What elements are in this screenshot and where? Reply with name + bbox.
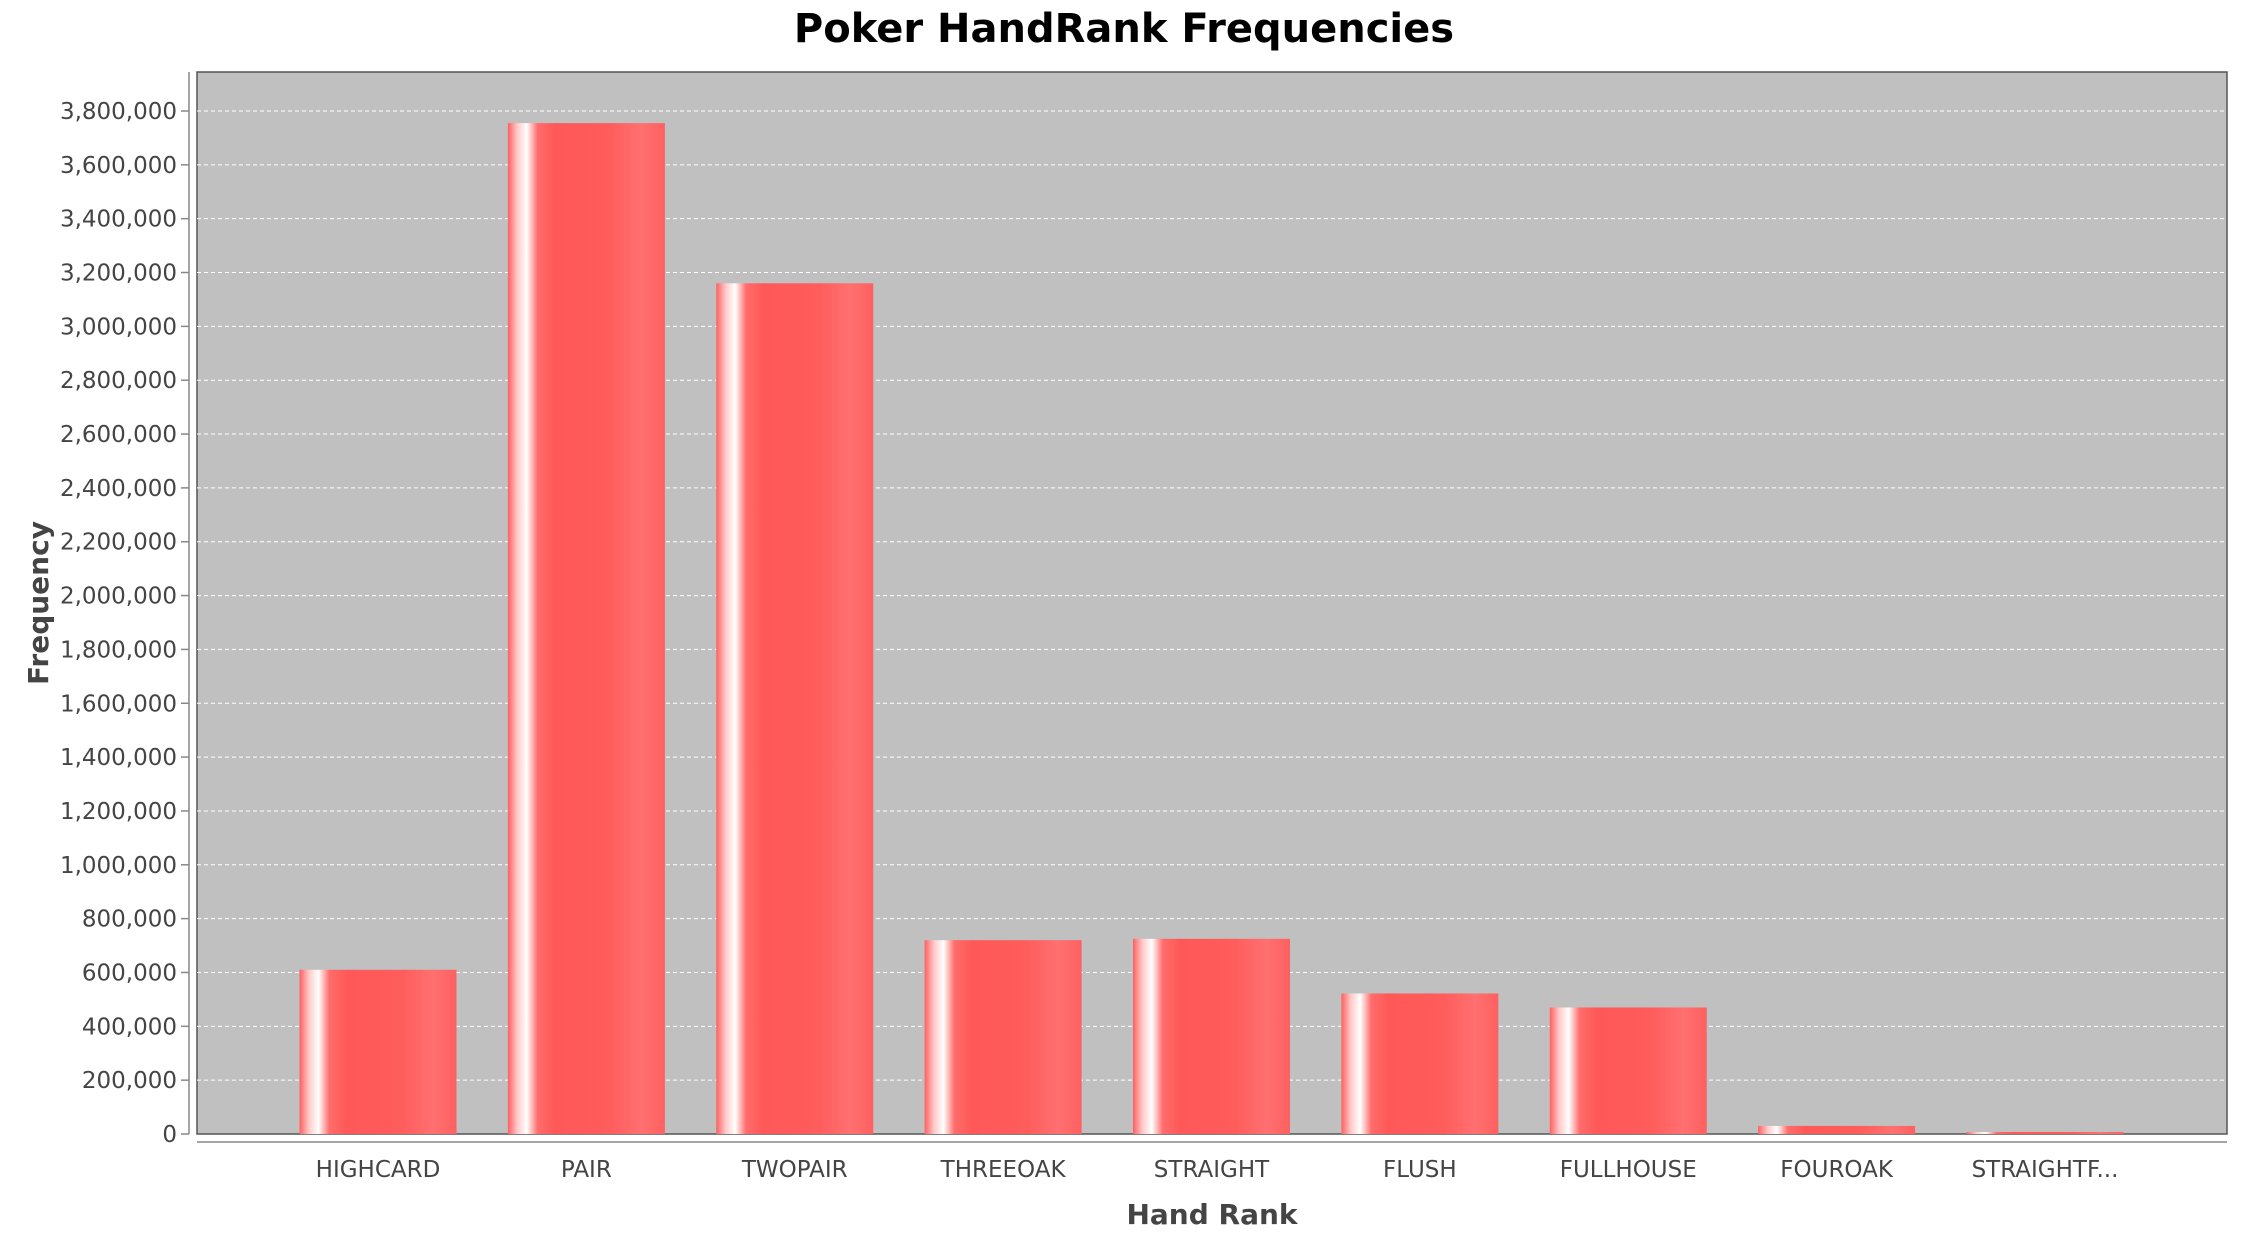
bar-pair bbox=[507, 123, 665, 1134]
y-tick-label: 200,000 bbox=[82, 1068, 177, 1094]
y-tick-label: 3,200,000 bbox=[60, 261, 177, 287]
y-axis-title: Frequency bbox=[22, 521, 55, 685]
x-axis-ticks: HIGHCARD PAIR TWOPAIR THREEOAK STRAIGHT FLUSH… bbox=[316, 1157, 2119, 1183]
y-tick-label: 2,200,000 bbox=[60, 530, 177, 556]
y-tick-label: 2,400,000 bbox=[60, 476, 177, 502]
y-tick-label: 1,400,000 bbox=[60, 745, 177, 771]
y-tick-label: 400,000 bbox=[82, 1014, 177, 1040]
x-tick-label: TWOPAIR bbox=[741, 1157, 848, 1183]
bar-fullhouse bbox=[1549, 1007, 1707, 1134]
y-tick-label: 600,000 bbox=[82, 960, 177, 986]
y-tick-label: 2,800,000 bbox=[60, 368, 177, 394]
bars bbox=[299, 123, 2124, 1134]
x-tick-label: FLUSH bbox=[1383, 1157, 1457, 1183]
chart-title: Poker HandRank Frequencies bbox=[794, 6, 1454, 52]
y-tick-label: 3,800,000 bbox=[60, 99, 177, 125]
bar-straightf bbox=[1966, 1132, 2124, 1134]
y-tick-label: 0 bbox=[162, 1122, 177, 1148]
y-tick-label: 1,600,000 bbox=[60, 691, 177, 717]
bar-twopair bbox=[716, 283, 874, 1134]
x-tick-label: STRAIGHT bbox=[1154, 1157, 1270, 1183]
y-tick-label: 3,000,000 bbox=[60, 314, 177, 340]
y-tick-label: 2,000,000 bbox=[60, 584, 177, 610]
y-tick-label: 1,200,000 bbox=[60, 799, 177, 825]
x-tick-label: THREEOAK bbox=[940, 1157, 1067, 1183]
y-tick-label: 800,000 bbox=[82, 907, 177, 933]
x-tick-label: STRAIGHTF... bbox=[1972, 1157, 2119, 1183]
bar-flush bbox=[1341, 993, 1499, 1134]
x-tick-label: FOUROAK bbox=[1780, 1157, 1894, 1183]
y-tick-label: 1,000,000 bbox=[60, 853, 177, 879]
bar-highcard bbox=[299, 969, 457, 1134]
x-tick-label: FULLHOUSE bbox=[1560, 1157, 1697, 1183]
x-tick-label: HIGHCARD bbox=[316, 1157, 441, 1183]
bar-fouroak bbox=[1758, 1125, 1916, 1134]
bar-threeoak bbox=[924, 940, 1082, 1134]
y-tick-label: 3,600,000 bbox=[60, 153, 177, 179]
y-tick-label: 3,400,000 bbox=[60, 207, 177, 233]
y-tick-label: 1,800,000 bbox=[60, 637, 177, 663]
bar-straight bbox=[1133, 938, 1290, 1134]
y-tick-label: 2,600,000 bbox=[60, 422, 177, 448]
x-axis-title: Hand Rank bbox=[1126, 1198, 1298, 1231]
x-tick-label: PAIR bbox=[561, 1157, 612, 1183]
y-axis-ticks: 0 200,000 400,000 600,000 800,000 1,000,000 1,… bbox=[60, 99, 189, 1148]
